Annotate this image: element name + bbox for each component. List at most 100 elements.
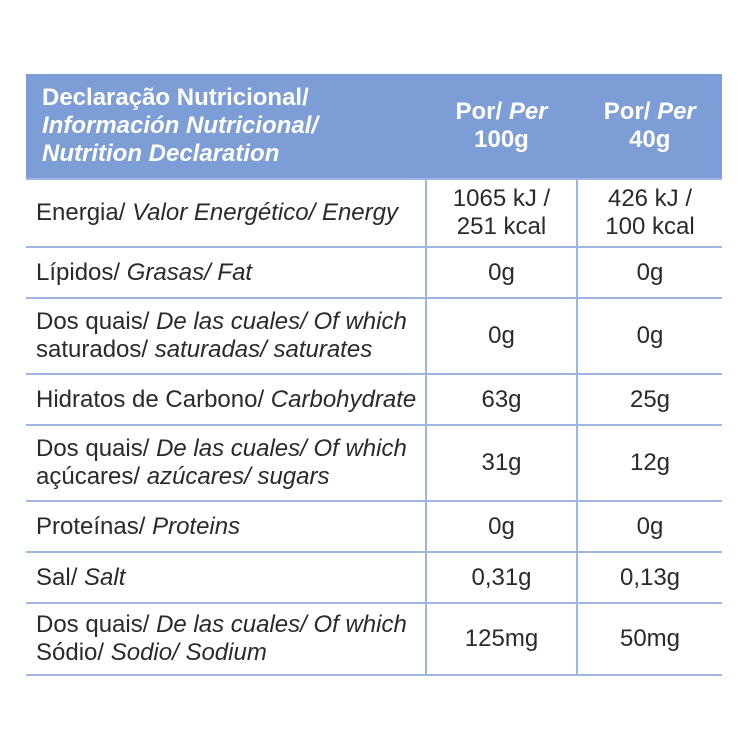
table-row: Energia/ Valor Energético/ Energy 1065 kJ… <box>26 178 722 247</box>
value-per-100g: 1065 kJ /251 kcal <box>425 178 577 247</box>
value-per-100g: 125mg <box>425 602 577 676</box>
value-per-100g: 0g <box>425 246 577 298</box>
nutrient-label-plain: Hidratos de Carbono/ <box>36 385 271 413</box>
nutrient-label-plain: Dos quais/ <box>36 611 157 638</box>
nutrient-label-plain: Energia/ <box>36 199 133 226</box>
nutrient-label-cell: Dos quais/ De las cuales/ Of which açúcar… <box>26 424 426 501</box>
nutrient-label-plain: Sal/ <box>36 563 85 591</box>
value-line: 125mg <box>464 625 539 652</box>
header-per-40g-italic: Per <box>650 98 696 125</box>
nutrient-label-italic: Proteins <box>152 512 241 540</box>
nutrient-label-line: saturados/ saturadas/ saturates <box>36 336 425 364</box>
value-line: 0,13g <box>619 563 681 591</box>
value-line: 0g <box>488 512 515 540</box>
header-per-40g: Por/ Per 40g <box>576 74 722 179</box>
value-line: 50mg <box>619 625 681 652</box>
value-line: 100 kcal <box>605 213 695 240</box>
header-row: Declaração Nutricional/ Información Nutr… <box>26 74 722 179</box>
nutrient-label-italic: Carbohydrate <box>270 385 417 413</box>
nutrition-rows: Energia/ Valor Energético/ Energy 1065 kJ… <box>26 178 722 676</box>
nutrient-label-line: Dos quais/ De las cuales/ Of which <box>36 308 425 336</box>
nutrient-label-italic: De las cuales/ Of which <box>156 435 407 462</box>
nutrient-label-cell: Hidratos de Carbono/ Carbohydrate <box>26 373 426 425</box>
nutrient-label-line: açúcares/ azúcares/ sugars <box>36 463 425 491</box>
header-per-100g: Por/ Per 100g <box>425 74 577 179</box>
value-line: 12g <box>629 449 671 476</box>
header-per-100g-italic: Per <box>502 98 548 125</box>
nutrient-label-line: Proteínas/ Proteins <box>36 513 425 541</box>
nutrient-label-italic: De las cuales/ Of which <box>156 308 407 335</box>
value-line: 0g <box>488 322 515 349</box>
nutrient-label-plain: Sódio/ <box>36 639 111 666</box>
header-per-100g-amount: 100g <box>474 126 529 153</box>
nutrient-label-italic: Grasas/ Fat <box>126 258 253 286</box>
nutrient-label-plain: Lípidos/ <box>36 258 127 286</box>
table-row: Lípidos/ Grasas/ Fat 0g 0g <box>26 246 722 298</box>
header-label-cell: Declaração Nutricional/ Información Nutr… <box>26 74 426 179</box>
header-per-40g-prefix: Por/ <box>603 98 651 125</box>
value-line: 426 kJ / <box>607 185 693 212</box>
value-line: 0g <box>488 258 515 286</box>
nutrition-table: Declaração Nutricional/ Información Nutr… <box>26 74 722 676</box>
value-line: 1065 kJ / <box>452 185 551 212</box>
nutrient-label-italic: Sodio/ Sodium <box>110 639 267 666</box>
value-line: 0g <box>636 258 664 286</box>
value-per-40g: 12g <box>576 424 722 501</box>
value-per-100g: 31g <box>425 424 577 501</box>
table-row: Dos quais/ De las cuales/ Of which satura… <box>26 297 722 374</box>
nutrient-label-plain: saturados/ <box>36 336 155 363</box>
nutrient-label-cell: Dos quais/ De las cuales/ Of which satura… <box>26 297 426 374</box>
header-label-line-1: Declaração Nutricional/ <box>42 84 426 112</box>
nutrient-label-italic: azúcares/ sugars <box>146 463 330 490</box>
nutrient-label-cell: Sal/ Salt <box>26 551 426 603</box>
nutrient-label-plain: Dos quais/ <box>36 308 157 335</box>
value-per-40g: 25g <box>576 373 722 425</box>
value-line: 0,31g <box>471 563 532 591</box>
value-line: 0g <box>636 322 664 349</box>
nutrient-label-line: Sódio/ Sodio/ Sodium <box>36 639 425 667</box>
value-line: 31g <box>481 449 522 476</box>
value-per-40g: 0g <box>576 246 722 298</box>
nutrient-label-line: Lípidos/ Grasas/ Fat <box>36 259 425 287</box>
header-label-line-2-text: Información Nutricional/ <box>42 112 319 139</box>
nutrient-label-line: Dos quais/ De las cuales/ Of which <box>36 435 425 463</box>
nutrient-label-italic: Valor Energético/ Energy <box>132 199 398 226</box>
nutrient-label-cell: Proteínas/ Proteins <box>26 500 426 552</box>
header-label-line-3-text: Nutrition Declaration <box>42 140 280 167</box>
nutrient-label-cell: Dos quais/ De las cuales/ Of which Sódio/… <box>26 602 426 676</box>
table-row: Hidratos de Carbono/ Carbohydrate 63g 25g <box>26 373 722 425</box>
value-per-40g: 426 kJ /100 kcal <box>576 178 722 247</box>
nutrient-label-line: Sal/ Salt <box>36 564 425 592</box>
value-per-100g: 63g <box>425 373 577 425</box>
nutrient-label-italic: saturadas/ saturates <box>154 336 373 363</box>
nutrient-label-cell: Energia/ Valor Energético/ Energy <box>26 178 426 247</box>
nutrient-label-italic: Salt <box>84 563 126 591</box>
value-line: 63g <box>481 385 522 413</box>
value-per-100g: 0g <box>425 297 577 374</box>
value-per-100g: 0,31g <box>425 551 577 603</box>
nutrient-label-plain: açúcares/ <box>36 463 147 490</box>
nutrient-label-line: Hidratos de Carbono/ Carbohydrate <box>36 386 425 414</box>
value-per-40g: 0g <box>576 297 722 374</box>
value-line: 0g <box>636 512 664 540</box>
value-line: 251 kcal <box>456 213 547 240</box>
table-row: Dos quais/ De las cuales/ Of which açúcar… <box>26 424 722 501</box>
table-row: Sal/ Salt 0,31g 0,13g <box>26 551 722 603</box>
value-per-40g: 50mg <box>576 602 722 676</box>
value-line: 25g <box>629 385 671 413</box>
nutrient-label-italic: De las cuales/ Of which <box>156 611 407 638</box>
value-per-40g: 0g <box>576 500 722 552</box>
nutrient-label-plain: Dos quais/ <box>36 435 157 462</box>
table-row: Dos quais/ De las cuales/ Of which Sódio/… <box>26 602 722 676</box>
header-label-line-1-text: Declaração Nutricional/ <box>42 84 309 111</box>
header-label-line-2: Información Nutricional/ <box>42 112 426 140</box>
value-per-100g: 0g <box>425 500 577 552</box>
header-label-line-3: Nutrition Declaration <box>42 140 426 168</box>
table-row: Proteínas/ Proteins 0g 0g <box>26 500 722 552</box>
header-per-100g-prefix: Por/ <box>455 98 503 125</box>
nutrient-label-line: Energia/ Valor Energético/ Energy <box>36 199 425 227</box>
header-per-40g-amount: 40g <box>629 126 671 153</box>
value-per-40g: 0,13g <box>576 551 722 603</box>
nutrient-label-cell: Lípidos/ Grasas/ Fat <box>26 246 426 298</box>
nutrient-label-plain: Proteínas/ <box>36 512 153 540</box>
